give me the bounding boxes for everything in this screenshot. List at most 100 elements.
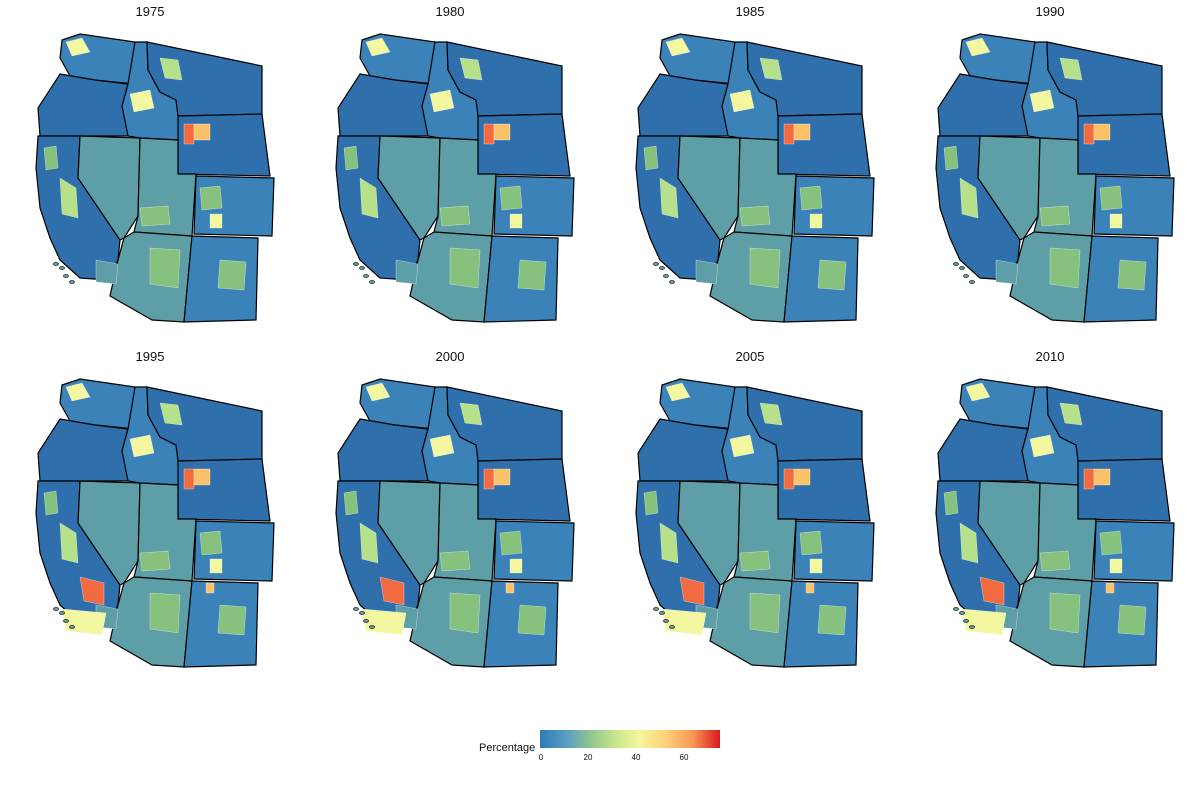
channel-island bbox=[963, 274, 969, 278]
channel-island bbox=[663, 274, 669, 278]
map-panel: 2000 bbox=[300, 345, 600, 690]
state-oregon bbox=[37, 418, 133, 482]
county-region bbox=[665, 382, 691, 402]
state-oregon bbox=[937, 418, 1033, 482]
county-region bbox=[129, 434, 155, 458]
county-region bbox=[1059, 57, 1083, 81]
channel-island bbox=[669, 280, 675, 284]
county-region bbox=[749, 247, 781, 289]
county-region bbox=[995, 259, 1019, 285]
county-region bbox=[943, 490, 959, 516]
county-region bbox=[805, 582, 815, 594]
county-region bbox=[661, 608, 707, 636]
county-region bbox=[799, 530, 823, 556]
county-region bbox=[61, 608, 107, 636]
channel-island bbox=[369, 625, 375, 629]
county-region bbox=[79, 576, 105, 606]
county-region bbox=[159, 402, 183, 426]
channel-island bbox=[353, 607, 359, 611]
county-region bbox=[809, 558, 823, 574]
panel-title: 1975 bbox=[135, 4, 165, 19]
county-region bbox=[959, 522, 979, 564]
county-region bbox=[361, 608, 407, 636]
county-region bbox=[209, 213, 223, 229]
county-region bbox=[343, 145, 359, 171]
county-region bbox=[783, 123, 795, 145]
county-region bbox=[429, 434, 455, 458]
map-panel: 1990 bbox=[900, 0, 1200, 345]
county-region bbox=[1117, 259, 1147, 291]
county-region bbox=[439, 205, 471, 227]
county-region bbox=[149, 247, 181, 289]
channel-island bbox=[969, 625, 975, 629]
channel-island bbox=[63, 619, 69, 623]
western-us-choropleth-map bbox=[635, 378, 875, 668]
county-region bbox=[365, 37, 391, 57]
county-region bbox=[449, 592, 481, 634]
county-region bbox=[159, 57, 183, 81]
county-region bbox=[183, 123, 195, 145]
county-region bbox=[759, 402, 783, 426]
county-region bbox=[759, 57, 783, 81]
county-region bbox=[749, 592, 781, 634]
map-panel: 1995 bbox=[0, 345, 300, 690]
county-region bbox=[729, 89, 755, 113]
county-region bbox=[1029, 434, 1055, 458]
county-region bbox=[359, 522, 379, 564]
county-region bbox=[665, 37, 691, 57]
county-region bbox=[1039, 205, 1071, 227]
map-panel: 1980 bbox=[300, 0, 600, 345]
channel-island bbox=[353, 262, 359, 266]
county-region bbox=[499, 530, 523, 556]
county-region bbox=[183, 468, 195, 490]
county-region bbox=[1109, 213, 1123, 229]
channel-island bbox=[959, 266, 965, 270]
county-region bbox=[193, 468, 211, 486]
county-region bbox=[783, 468, 795, 490]
state-wyoming bbox=[177, 458, 271, 522]
county-region bbox=[209, 558, 223, 574]
channel-island bbox=[969, 280, 975, 284]
county-region bbox=[483, 123, 495, 145]
channel-island bbox=[53, 262, 59, 266]
county-region bbox=[1093, 468, 1111, 486]
panel-title: 1980 bbox=[435, 4, 465, 19]
county-region bbox=[517, 259, 547, 291]
state-oregon bbox=[637, 73, 733, 137]
county-region bbox=[799, 185, 823, 211]
county-region bbox=[499, 185, 523, 211]
county-region bbox=[1105, 582, 1115, 594]
state-wyoming bbox=[1077, 113, 1171, 177]
state-oregon bbox=[637, 418, 733, 482]
channel-island bbox=[959, 611, 965, 615]
county-region bbox=[1083, 123, 1095, 145]
county-region bbox=[1049, 247, 1081, 289]
channel-island bbox=[63, 274, 69, 278]
county-region bbox=[1083, 468, 1095, 490]
panel-title: 2000 bbox=[435, 349, 465, 364]
county-region bbox=[1117, 604, 1147, 636]
legend-title: Percentage bbox=[479, 742, 536, 754]
county-region bbox=[505, 582, 515, 594]
state-wyoming bbox=[777, 113, 871, 177]
channel-island bbox=[69, 280, 75, 284]
county-region bbox=[65, 37, 91, 57]
panel-title: 1990 bbox=[1035, 4, 1065, 19]
county-region bbox=[1099, 185, 1123, 211]
county-region bbox=[217, 604, 247, 636]
county-region bbox=[439, 550, 471, 572]
county-region bbox=[1093, 123, 1111, 141]
county-region bbox=[793, 123, 811, 141]
county-region bbox=[965, 37, 991, 57]
map-panel: 2005 bbox=[600, 345, 900, 690]
county-region bbox=[1109, 558, 1123, 574]
county-region bbox=[809, 213, 823, 229]
county-region bbox=[509, 213, 523, 229]
county-region bbox=[739, 205, 771, 227]
county-region bbox=[1039, 550, 1071, 572]
county-region bbox=[1049, 592, 1081, 634]
county-region bbox=[139, 550, 171, 572]
county-region bbox=[643, 145, 659, 171]
channel-island bbox=[359, 611, 365, 615]
channel-island bbox=[59, 611, 65, 615]
